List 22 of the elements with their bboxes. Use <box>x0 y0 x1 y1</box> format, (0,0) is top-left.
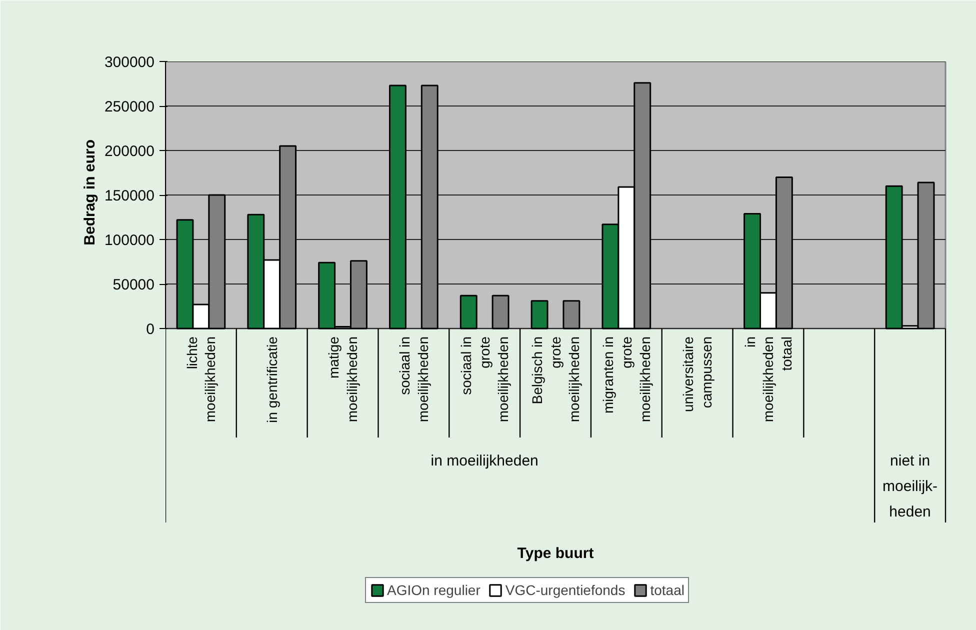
y-tick-label: 150000 <box>104 188 155 204</box>
legend-label: totaal <box>650 582 684 598</box>
y-tick-label: 50000 <box>112 276 155 294</box>
bar <box>460 294 478 330</box>
x-tick-label: in moeilijkheden totaal <box>742 336 795 422</box>
bar <box>530 300 548 330</box>
legend-label: VGC-urgentiefonds <box>505 582 626 598</box>
x-tick-label: matige moeilijkheden <box>326 336 360 422</box>
x-tick-label: universitaire campussen <box>680 336 715 412</box>
y-tick-label: 100000 <box>104 232 155 249</box>
y-tick-label: 200000 <box>104 143 155 160</box>
y-tick-label: 250000 <box>104 98 155 116</box>
text: Type buurt <box>517 545 594 562</box>
x-tick-label: in gentrificatie <box>264 336 280 423</box>
y-axis-title: Bedrag in euro <box>82 139 98 246</box>
x-tick-label: lichte moeilijkheden <box>184 336 218 422</box>
legend-label: AGIOn regulier <box>387 582 480 598</box>
text: in moeilijkheden <box>430 452 538 470</box>
y-tick-label: 0 <box>146 321 154 338</box>
bar <box>389 84 406 330</box>
text: niet in moeilijk- heden <box>882 452 938 520</box>
y-tick-label: 300000 <box>104 54 155 71</box>
